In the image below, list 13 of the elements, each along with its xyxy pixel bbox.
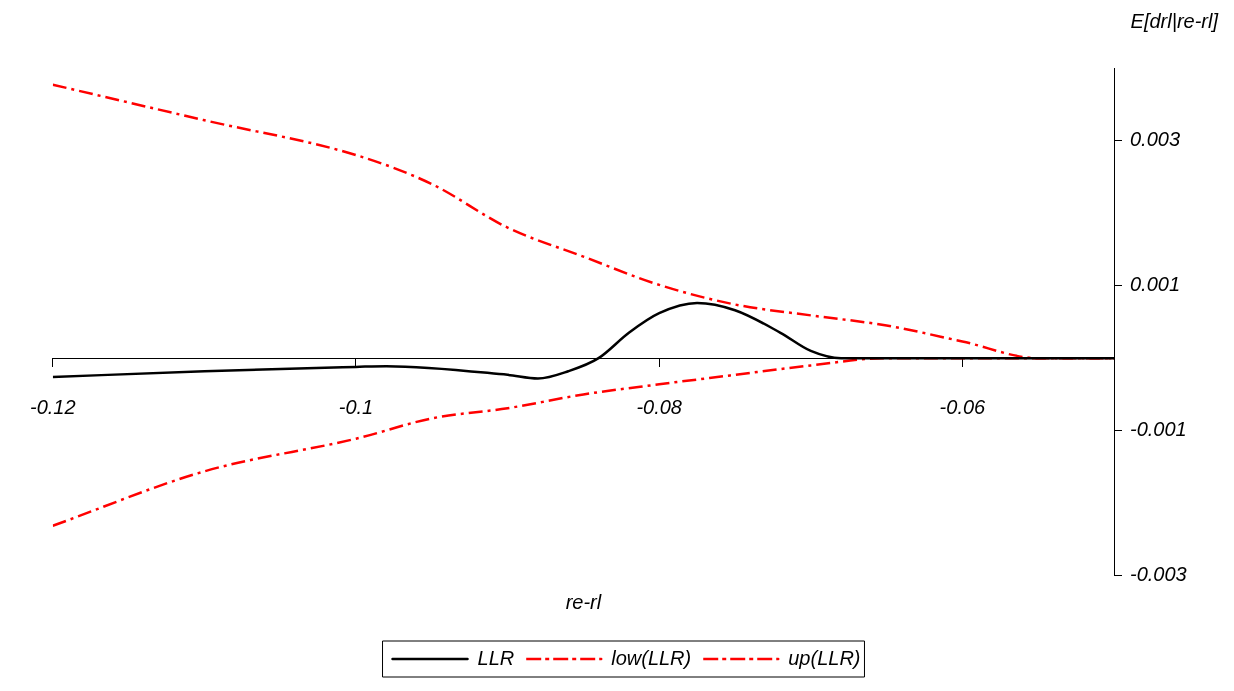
x-tick-label: -0.08 xyxy=(636,395,682,418)
legend-label: LLR xyxy=(477,646,515,669)
legend-label: low(LLR) xyxy=(611,646,692,669)
y-axis-title: E[drl|re-rl] xyxy=(1130,9,1219,32)
y-tick-label: -0.003 xyxy=(1130,563,1187,586)
x-tick-label: -0.12 xyxy=(30,395,76,418)
y-tick-label: -0.001 xyxy=(1130,418,1187,441)
x-tick-label: -0.1 xyxy=(338,395,374,418)
legend-label: up(LLR) xyxy=(788,646,861,669)
x-axis-title: re-rl xyxy=(565,590,602,613)
y-tick-label: 0.003 xyxy=(1130,128,1181,151)
y-tick-label: 0.001 xyxy=(1130,273,1181,296)
x-tick-label: -0.06 xyxy=(939,395,987,418)
